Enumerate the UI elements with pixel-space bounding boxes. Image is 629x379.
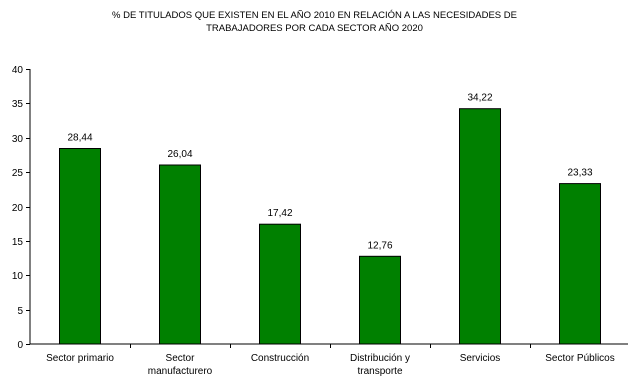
y-tick-label: 30 bbox=[12, 134, 24, 145]
data-label: 23,33 bbox=[567, 168, 592, 179]
bar bbox=[59, 148, 101, 345]
x-tick-label-line: Sector Públicos bbox=[545, 353, 614, 364]
bars bbox=[59, 108, 601, 345]
y-tick-label: 10 bbox=[12, 271, 24, 282]
data-label: 26,04 bbox=[167, 149, 192, 160]
data-label: 34,22 bbox=[467, 93, 492, 104]
x-tick-label-line: Sector primario bbox=[46, 353, 114, 364]
x-tick-label-line: transporte bbox=[357, 366, 402, 377]
bar bbox=[159, 164, 201, 345]
x-tick-label: Sector Públicos bbox=[545, 353, 614, 364]
chart-title-line-1: % DE TITULADOS QUE EXISTEN EN EL AÑO 201… bbox=[112, 10, 517, 21]
bar bbox=[559, 183, 601, 345]
data-label: 17,42 bbox=[267, 208, 292, 219]
x-tick-label-line: Distribución y bbox=[350, 353, 410, 364]
data-label: 28,44 bbox=[67, 133, 92, 144]
x-tick-label-line: Sector bbox=[166, 353, 196, 364]
x-tick-label-line: Servicios bbox=[460, 353, 501, 364]
axes bbox=[29, 69, 628, 348]
x-tick-label: Sector primario bbox=[46, 353, 114, 364]
x-tick-label: Servicios bbox=[460, 353, 501, 364]
x-axis-labels: Sector primario Sector manufacturero Constr… bbox=[46, 353, 615, 377]
bar bbox=[459, 108, 501, 345]
chart-title: % DE TITULADOS QUE EXISTEN EN EL AÑO 201… bbox=[0, 9, 629, 35]
bar bbox=[259, 223, 301, 345]
y-tick-label: 15 bbox=[12, 237, 24, 248]
y-tick-label: 25 bbox=[12, 168, 24, 179]
x-tick-label: Sector manufacturero bbox=[148, 353, 213, 377]
x-tick-label: Construcción bbox=[251, 353, 309, 364]
bar bbox=[359, 255, 401, 345]
x-tick-label: Distribución y transporte bbox=[350, 353, 410, 377]
x-tick-label-line: Construcción bbox=[251, 353, 309, 364]
y-tick-label: 40 bbox=[12, 65, 24, 76]
y-tick-label: 20 bbox=[12, 203, 24, 214]
y-tick-label: 35 bbox=[12, 99, 24, 110]
x-tick-label-line: manufacturero bbox=[148, 366, 213, 377]
y-tick-label: 0 bbox=[17, 340, 23, 351]
y-tick-label: 5 bbox=[17, 306, 23, 317]
chart-title-line-2: TRABAJADORES POR CADA SECTOR AÑO 2020 bbox=[206, 23, 423, 34]
data-label: 12,76 bbox=[367, 240, 392, 251]
data-labels: 28,44 26,04 17,42 12,76 34,22 23,33 bbox=[67, 93, 592, 252]
y-axis-ticks: 0 5 10 15 20 25 30 35 40 bbox=[12, 65, 30, 351]
